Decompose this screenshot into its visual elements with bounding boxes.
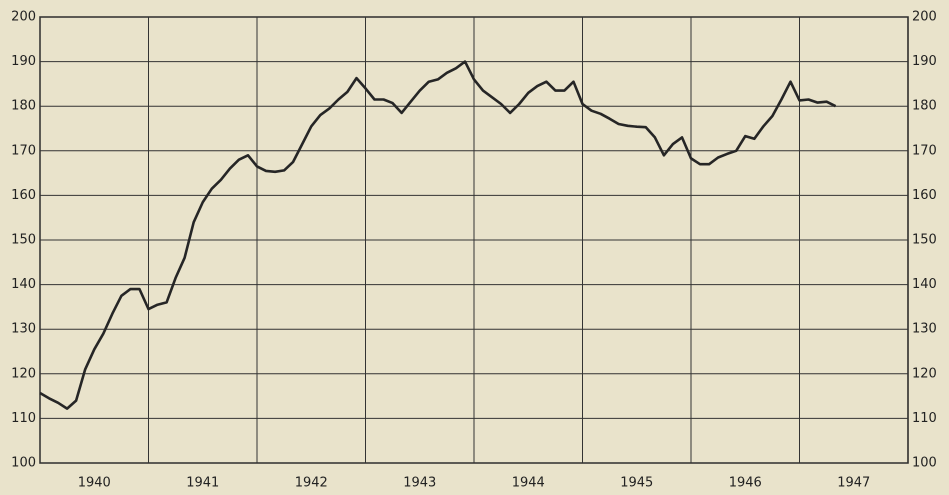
y2-tick-label: 200 [912, 10, 937, 25]
y-tick-label: 170 [11, 143, 36, 158]
x-tick-label: 1943 [403, 476, 436, 491]
x-tick-label: 1945 [620, 476, 653, 491]
x-tick-label: 1947 [837, 476, 870, 491]
y-tick-label: 190 [11, 54, 36, 69]
y-tick-label: 130 [11, 322, 36, 337]
y2-tick-label: 130 [912, 322, 937, 337]
y-tick-label: 100 [11, 456, 36, 471]
y2-tick-label: 160 [912, 188, 937, 203]
y2-tick-label: 170 [912, 143, 937, 158]
y2-tick-label: 180 [912, 99, 937, 114]
y2-tick-label: 150 [912, 233, 937, 248]
y2-tick-label: 140 [912, 277, 937, 292]
x-tick-label: 1942 [295, 476, 328, 491]
x-tick-label: 1946 [729, 476, 762, 491]
x-tick-label: 1941 [186, 476, 219, 491]
y2-tick-label: 120 [912, 366, 937, 381]
y2-tick-label: 100 [912, 456, 937, 471]
x-tick-label: 1944 [512, 476, 545, 491]
y-tick-label: 200 [11, 10, 36, 25]
y-tick-label: 120 [11, 366, 36, 381]
x-tick-label: 1940 [78, 476, 111, 491]
y-tick-label: 180 [11, 99, 36, 114]
data-line [39, 60, 837, 410]
y-tick-label: 150 [11, 233, 36, 248]
y2-tick-label: 110 [912, 411, 937, 426]
y-tick-label: 140 [11, 277, 36, 292]
y2-tick-label: 190 [912, 54, 937, 69]
y-tick-label: 110 [11, 411, 36, 426]
y-tick-label: 160 [11, 188, 36, 203]
